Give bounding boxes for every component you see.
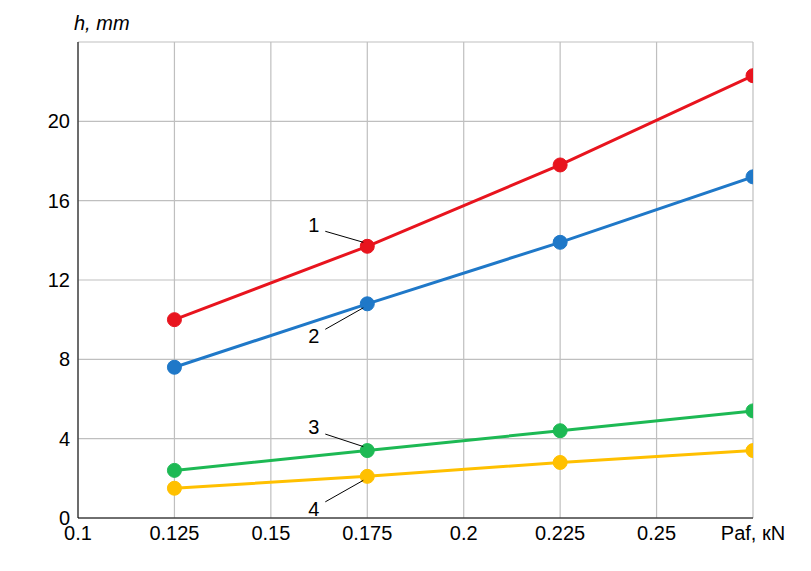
svg-text:8: 8 <box>59 348 70 370</box>
svg-text:0.225: 0.225 <box>535 522 585 544</box>
svg-text:0.15: 0.15 <box>251 522 290 544</box>
svg-text:Paf, кN: Paf, кN <box>721 522 785 544</box>
svg-text:0.125: 0.125 <box>149 522 199 544</box>
html-text:h, mm: h, mm <box>74 12 130 34</box>
svg-text:16: 16 <box>48 190 70 212</box>
svg-text:1: 1 <box>308 214 319 236</box>
svg-text:0.2: 0.2 <box>450 522 478 544</box>
svg-text:12: 12 <box>48 269 70 291</box>
svg-text:0.25: 0.25 <box>637 522 676 544</box>
svg-text:0.175: 0.175 <box>342 522 392 544</box>
svg-text:0.1: 0.1 <box>64 522 92 545</box>
svg-text:0: 0 <box>59 507 70 529</box>
svg-text:4: 4 <box>308 498 319 520</box>
svg-text:2: 2 <box>308 325 319 347</box>
svg-text:4: 4 <box>59 428 70 450</box>
svg-text:3: 3 <box>308 416 319 438</box>
svg-text:20: 20 <box>48 110 70 132</box>
